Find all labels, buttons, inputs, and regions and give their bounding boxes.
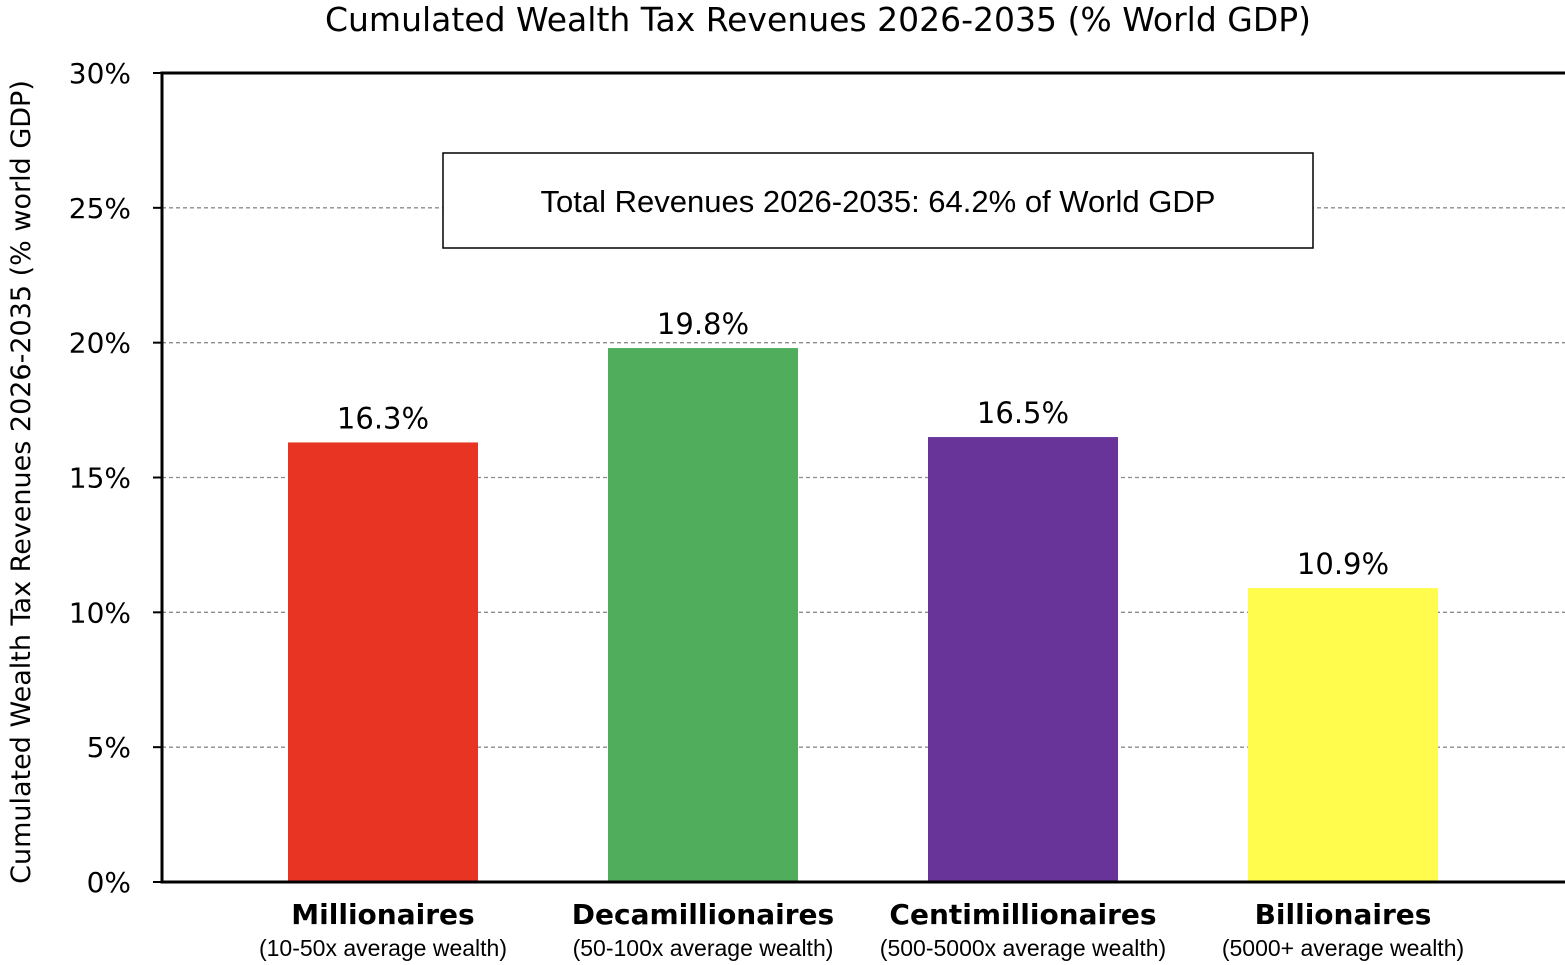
x-tick-sublabel: (500-5000x average wealth) xyxy=(880,935,1166,961)
bars xyxy=(288,348,1438,882)
x-tick-sublabel: (10-50x average wealth) xyxy=(259,935,507,961)
annotation-box: Total Revenues 2026-2035: 64.2% of World… xyxy=(442,152,1314,249)
x-tick-label: Centimillionaires xyxy=(889,898,1156,931)
x-tick-sublabel: (5000+ average wealth) xyxy=(1222,935,1464,961)
chart-title: Cumulated Wealth Tax Revenues 2026-2035 … xyxy=(325,0,1311,39)
annotation-text: Total Revenues 2026-2035: 64.2% of World… xyxy=(541,184,1216,219)
y-axis-label: Cumulated Wealth Tax Revenues 2026-2035 … xyxy=(6,80,37,884)
x-tick-label: Millionaires xyxy=(291,898,474,931)
y-tick-label: 25% xyxy=(69,192,131,225)
data-labels: 16.3% 19.8% 16.5% 10.9% xyxy=(337,307,1389,581)
annotation-frame xyxy=(442,152,1314,249)
data-label: 19.8% xyxy=(657,307,749,341)
plot-frame xyxy=(160,71,1565,884)
bar-millionaires xyxy=(288,442,478,882)
bar-decamillionaires xyxy=(608,348,798,882)
bar-centimillionaires xyxy=(928,437,1118,882)
y-tick-label: 10% xyxy=(69,596,131,629)
x-axis-labels: Millionaires (10-50x average wealth) Decam… xyxy=(259,898,1464,961)
x-tick-sublabel: (50-100x average wealth) xyxy=(573,935,834,961)
y-tick-label: 5% xyxy=(87,731,131,764)
data-label: 16.3% xyxy=(337,401,429,435)
x-tick-label: Decamillionaires xyxy=(572,898,834,931)
y-axis-ticks: 0% 5% 10% 15% 20% 25% 30% xyxy=(69,57,162,899)
x-tick-label: Billionaires xyxy=(1255,898,1432,931)
bar-billionaires xyxy=(1248,588,1438,882)
y-tick-label: 0% xyxy=(87,866,131,899)
data-label: 16.5% xyxy=(977,396,1069,430)
y-tick-label: 30% xyxy=(69,57,131,90)
data-label: 10.9% xyxy=(1297,547,1389,581)
y-tick-label: 20% xyxy=(69,327,131,360)
y-tick-label: 15% xyxy=(69,462,131,495)
